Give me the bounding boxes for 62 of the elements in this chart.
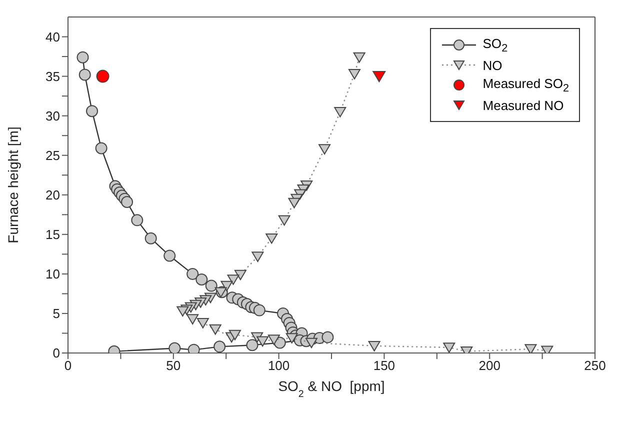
point [86, 105, 98, 118]
point [288, 198, 300, 208]
x-tick-label: 200 [478, 358, 500, 374]
point [121, 196, 134, 208]
y-tick-label: 15 [46, 227, 60, 242]
point [348, 69, 360, 80]
point [227, 274, 240, 285]
y-tick-label: 20 [46, 187, 60, 202]
point [196, 318, 209, 328]
x-axis-title: SO$_{2}$ & NO [ppm] [278, 378, 385, 400]
point [176, 306, 189, 317]
point [524, 344, 537, 353]
legend-label: Measured SO$_{2}$ [482, 76, 569, 94]
point [322, 331, 334, 344]
y-tick-label: 10 [46, 266, 60, 282]
point [334, 106, 346, 118]
point [196, 273, 208, 286]
point [234, 270, 246, 280]
x-tick-label: 100 [268, 358, 290, 374]
legend-label: NO [482, 58, 502, 72]
point [268, 334, 280, 346]
point [95, 142, 108, 154]
point [443, 342, 456, 353]
point [205, 280, 218, 292]
point [144, 232, 157, 244]
point [78, 68, 91, 81]
point [266, 233, 278, 244]
point [131, 214, 144, 226]
point [368, 340, 380, 352]
point [76, 51, 89, 64]
x-tick-label: 50 [166, 358, 181, 374]
point [96, 70, 110, 83]
y-tick-label: 0 [52, 346, 60, 361]
point [164, 250, 176, 262]
x-tick-label: 150 [373, 358, 396, 374]
legend-label: SO$_{2}$ [482, 36, 508, 54]
x-tick-label: 250 [584, 358, 606, 374]
point [372, 70, 386, 82]
point [353, 52, 366, 63]
point [252, 252, 264, 262]
point [209, 324, 222, 335]
point [246, 339, 258, 352]
point [278, 215, 290, 226]
y-tick-label: 35 [46, 68, 60, 84]
y-axis-title: Furnace height [m] [5, 126, 21, 244]
legend-label: Measured NO [482, 98, 564, 112]
point [214, 340, 226, 353]
y-tick-label: 30 [46, 108, 60, 124]
point [186, 314, 199, 324]
y-tick-label: 5 [52, 306, 60, 322]
point [168, 342, 181, 353]
y-tick-label: 25 [46, 148, 60, 163]
point [286, 333, 298, 344]
point [253, 304, 266, 316]
point [186, 268, 199, 280]
point [318, 144, 331, 154]
point [256, 336, 269, 347]
point [228, 330, 241, 340]
point [305, 338, 318, 348]
x-tick-label: 0 [64, 358, 72, 374]
y-tick-label: 40 [46, 29, 60, 44]
point [220, 280, 233, 292]
